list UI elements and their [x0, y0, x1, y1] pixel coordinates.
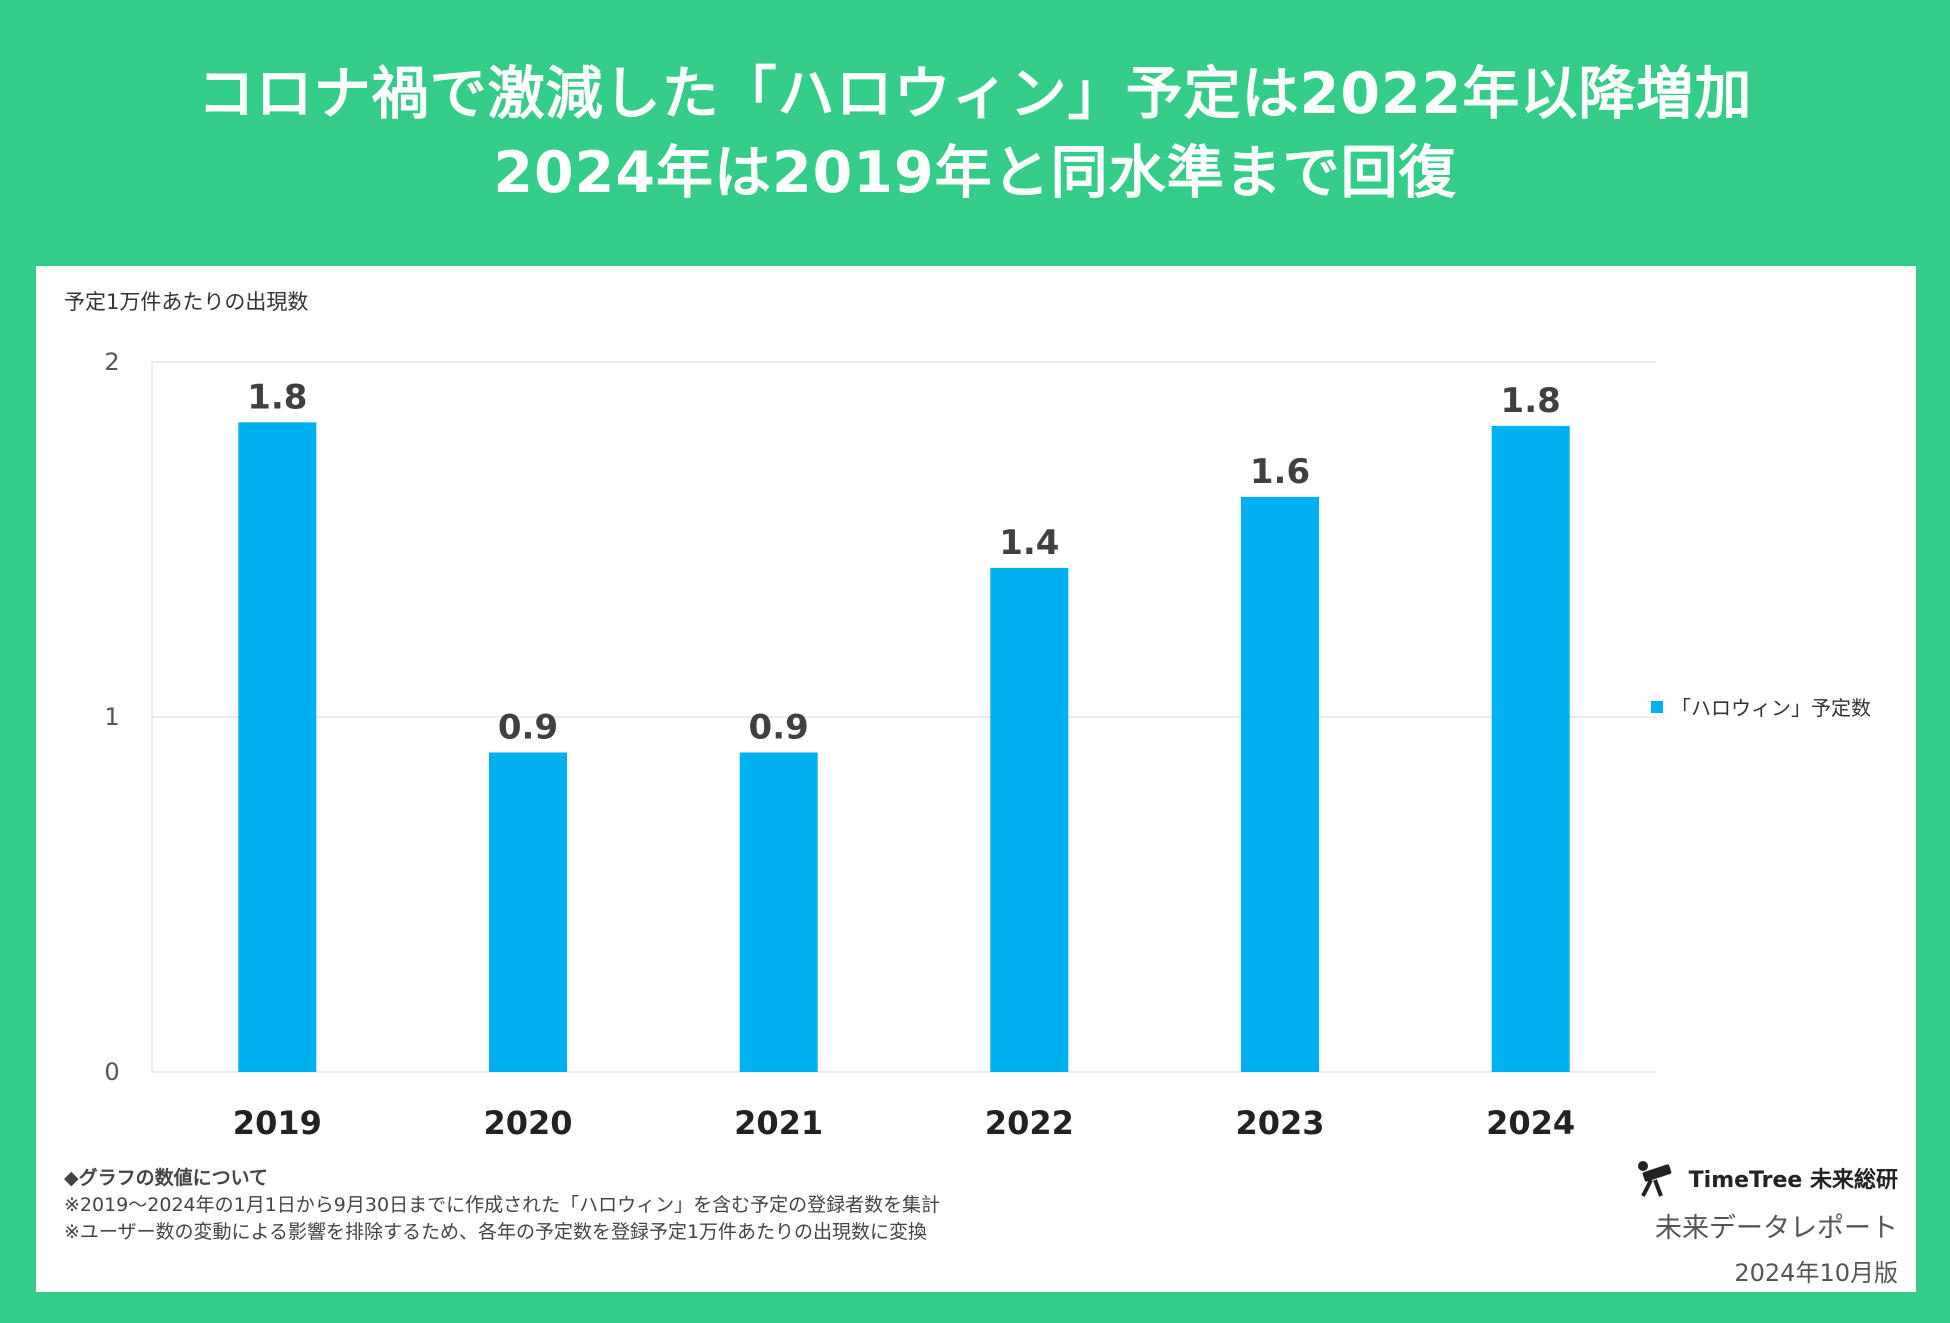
bar-chart: 0 1 2 1.8 2019 0.9 2020 0.9 2021 1.4 2022 1.6 2023 1.… [104, 348, 1656, 1142]
notes-title: ◆グラフの数値について [64, 1167, 269, 1189]
bar [1491, 425, 1570, 1072]
x-tick-label: 2024 [1486, 1104, 1575, 1142]
chart-legend: 「ハロウィン」予定数 [1651, 692, 1871, 721]
page-title: コロナ禍で激減した「ハロウィン」予定は2022年以降増加 2024年は2019年… [0, 55, 1950, 213]
x-tick-label: 2023 [1235, 1104, 1324, 1142]
report-edition: 2024年10月版 [1734, 1259, 1898, 1287]
data-label: 0.9 [498, 708, 558, 748]
data-label: 1.4 [999, 523, 1059, 563]
x-tick-label: 2020 [483, 1104, 572, 1142]
y-tick-label: 2 [104, 348, 119, 376]
report-name: 未来データレポート [1655, 1213, 1898, 1244]
bar [990, 567, 1069, 1072]
data-label: 1.8 [247, 377, 307, 417]
y-tick-label: 0 [104, 1058, 119, 1086]
bar [489, 752, 567, 1072]
x-tick-label: 2021 [734, 1104, 823, 1142]
brand-logo-text: TimeTree 未来総研 [1688, 1168, 1898, 1193]
bar [238, 422, 317, 1073]
legend-label: 「ハロウィン」予定数 [1671, 696, 1871, 720]
chart-notes: ◆グラフの数値について ※2019～2024年の1月1日から9月30日までに作成… [64, 1165, 940, 1246]
data-label: 0.9 [749, 708, 809, 748]
notes-line-1: ※2019～2024年の1月1日から9月30日までに作成された「ハロウィン」を含… [64, 1194, 941, 1216]
title-line-2: 2024年は2019年と同水準まで回復 [493, 140, 1457, 206]
bar [739, 752, 818, 1072]
brand-block: TimeTree 未来総研 未来データレポート 2024年10月版 [1633, 1158, 1898, 1288]
x-tick-label: 2022 [985, 1104, 1074, 1142]
x-tick-label: 2019 [233, 1104, 322, 1142]
legend-swatch [1651, 700, 1663, 713]
brand-logo: TimeTree 未来総研 [1633, 1158, 1898, 1198]
data-label: 1.6 [1250, 452, 1310, 492]
y-tick-label: 1 [104, 703, 119, 731]
title-line-1: コロナ禍で激減した「ハロウィン」予定は2022年以降増加 [197, 61, 1753, 127]
notes-line-2: ※ユーザー数の変動による影響を排除するため、各年の予定数を登録予定1万件あたりの… [64, 1221, 928, 1243]
y-axis-label: 予定1万件あたりの出現数 [64, 290, 309, 314]
chart-card: 予定1万件あたりの出現数 0 1 2 1.8 2019 0.9 2020 0.9 2021 1.4… [36, 266, 1916, 1292]
data-label: 1.8 [1501, 381, 1561, 421]
telescope-icon [1637, 1161, 1671, 1197]
bar [1241, 496, 1319, 1072]
